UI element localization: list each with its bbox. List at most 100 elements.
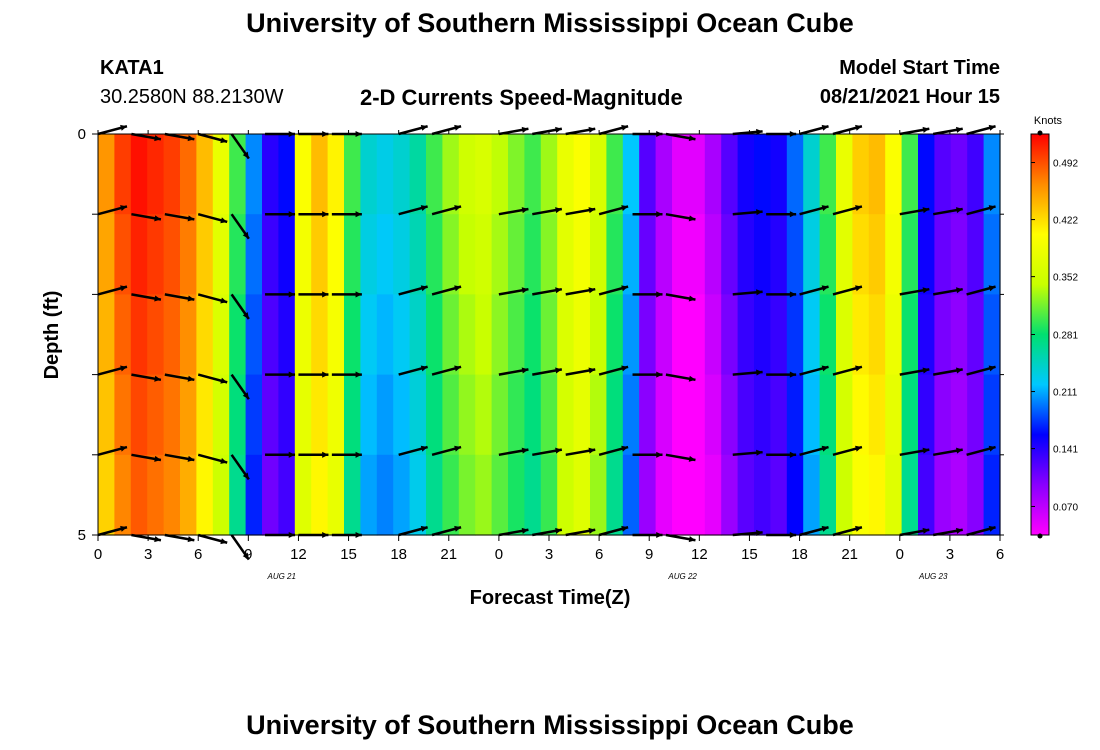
heatmap-cell xyxy=(196,294,214,376)
heatmap-cell xyxy=(688,134,706,215)
current-vector xyxy=(532,527,563,537)
current-vector xyxy=(932,367,963,376)
heatmap-cell xyxy=(901,454,919,536)
heatmap-cell xyxy=(672,134,689,215)
heatmap-cell xyxy=(212,134,230,215)
current-vector xyxy=(899,527,930,537)
heatmap-cell xyxy=(639,374,657,456)
heatmap-cell xyxy=(229,294,247,376)
heatmap-cell xyxy=(311,294,329,376)
heatmap-cell xyxy=(819,454,837,536)
heatmap-cell xyxy=(475,454,493,536)
date-label: AUG 22 xyxy=(667,572,697,581)
heatmap-cell xyxy=(245,134,263,215)
heatmap-cell xyxy=(754,374,771,456)
heatmap-cell xyxy=(918,374,935,456)
colorbar-tick-label: 0.141 xyxy=(1053,445,1078,456)
heatmap-cell xyxy=(950,134,968,215)
current-vector xyxy=(498,126,529,136)
heatmap-cell xyxy=(212,374,230,456)
heatmap-cell xyxy=(901,134,919,215)
current-vector xyxy=(665,212,696,222)
heatmap-cell xyxy=(704,374,722,456)
heatmap-cell xyxy=(229,134,247,215)
heatmap-cell xyxy=(639,134,657,215)
heatmap-cell xyxy=(901,374,919,456)
current-vector-head xyxy=(187,215,195,222)
heatmap-cell xyxy=(950,374,968,456)
current-vector xyxy=(97,445,128,457)
heatmap-cell xyxy=(721,134,739,215)
current-vector-head xyxy=(756,529,763,536)
heatmap-cell xyxy=(360,134,378,215)
heatmap-cell xyxy=(294,294,312,376)
current-vector xyxy=(598,124,629,136)
heatmap-cell xyxy=(885,214,903,295)
colorbar-tick-label: 0.492 xyxy=(1053,159,1078,170)
current-vector-head xyxy=(454,445,462,452)
heatmap-cell xyxy=(442,214,460,295)
current-vector xyxy=(230,454,250,481)
heatmap-cell xyxy=(376,214,394,295)
heatmap-cell xyxy=(803,454,821,536)
current-vector-head xyxy=(555,527,562,534)
heatmap-cell xyxy=(212,294,230,376)
current-vector-head xyxy=(420,365,428,372)
heatmap-cell xyxy=(475,134,493,215)
x-tick-label: 15 xyxy=(741,546,758,563)
heatmap-cell xyxy=(491,454,509,536)
heatmap-cell xyxy=(754,134,771,215)
current-vector-head xyxy=(855,525,862,532)
heatmap-cell xyxy=(557,134,575,215)
colorbar-tick-label: 0.211 xyxy=(1053,388,1078,399)
heatmap-cell xyxy=(163,454,181,536)
current-vector xyxy=(766,451,797,458)
colorbar-ticks: 0.492 0.422 0.352 0.281 0.211 0.141 0.070 xyxy=(1031,130,1078,539)
heatmap-cell xyxy=(704,134,722,215)
heatmap-cell xyxy=(344,374,361,456)
heatmap-cell xyxy=(508,374,525,456)
current-vector-head xyxy=(220,377,228,384)
chart-title: 2-D Currents Speed-Magnitude xyxy=(360,85,683,110)
heatmap-cell xyxy=(294,374,312,456)
x-tick-label: 6 xyxy=(194,546,202,563)
heatmap-cell xyxy=(180,134,197,215)
heatmap-cell xyxy=(426,454,443,536)
x-tick-label: 18 xyxy=(390,546,407,563)
current-vector xyxy=(632,371,663,378)
heatmap-cell xyxy=(868,454,886,536)
heatmap-cell xyxy=(737,214,755,295)
heatmap-cell xyxy=(327,374,345,456)
heatmap-cell xyxy=(606,214,624,295)
x-tick-label: 0 xyxy=(94,546,102,563)
current-vector-head xyxy=(420,124,428,131)
current-vector xyxy=(331,371,362,378)
heatmap-cell xyxy=(983,374,1001,456)
heatmap-cell xyxy=(983,214,1001,295)
heatmap-cell xyxy=(393,134,411,215)
heatmap-cell xyxy=(98,214,115,295)
x-tick-label: 3 xyxy=(545,546,553,563)
current-vector xyxy=(966,445,996,457)
heatmap-cell xyxy=(885,294,903,376)
colorbar-tick-label: 0.281 xyxy=(1053,331,1078,342)
current-vector xyxy=(565,367,596,376)
heatmap-cell xyxy=(852,454,870,536)
current-vector xyxy=(932,287,963,296)
heatmap-cell xyxy=(557,294,575,376)
heatmap-cell xyxy=(557,454,575,536)
heatmap-cell xyxy=(967,214,985,295)
heatmap-cell xyxy=(262,214,279,295)
current-vector xyxy=(799,205,829,216)
heatmap-cell xyxy=(426,374,443,456)
heatmap-cell xyxy=(803,134,821,215)
current-vector-head xyxy=(555,207,562,214)
current-vector-head xyxy=(220,538,228,545)
heatmap-cell xyxy=(622,454,640,536)
heatmap-cell xyxy=(885,374,903,456)
heatmap-cell xyxy=(639,454,657,536)
heatmap-cell xyxy=(786,374,804,456)
heatmap-cell xyxy=(278,454,296,536)
current-vector xyxy=(799,445,829,457)
heatmap-cell xyxy=(442,374,460,456)
